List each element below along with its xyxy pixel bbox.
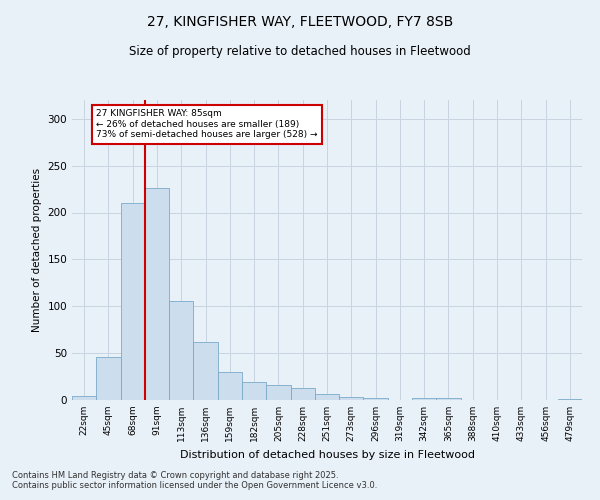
Bar [266,385,290,400]
Bar [412,398,436,400]
Text: Size of property relative to detached houses in Fleetwood: Size of property relative to detached ho… [129,45,471,58]
Bar [169,300,193,400]
Text: 27, KINGFISHER WAY, FLEETWOOD, FY7 8SB: 27, KINGFISHER WAY, FLEETWOOD, FY7 8SB [147,15,453,29]
Bar [290,388,315,400]
Bar [364,398,388,400]
Bar [436,398,461,400]
Bar [339,397,364,400]
Bar [218,372,242,400]
Bar [193,342,218,400]
X-axis label: Distribution of detached houses by size in Fleetwood: Distribution of detached houses by size … [179,450,475,460]
Bar [96,357,121,400]
Bar [72,396,96,400]
Bar [242,382,266,400]
Text: 27 KINGFISHER WAY: 85sqm
← 26% of detached houses are smaller (189)
73% of semi-: 27 KINGFISHER WAY: 85sqm ← 26% of detach… [96,110,318,139]
Bar [145,188,169,400]
Bar [121,203,145,400]
Y-axis label: Number of detached properties: Number of detached properties [32,168,42,332]
Bar [315,394,339,400]
Bar [558,399,582,400]
Text: Contains HM Land Registry data © Crown copyright and database right 2025.
Contai: Contains HM Land Registry data © Crown c… [12,470,377,490]
